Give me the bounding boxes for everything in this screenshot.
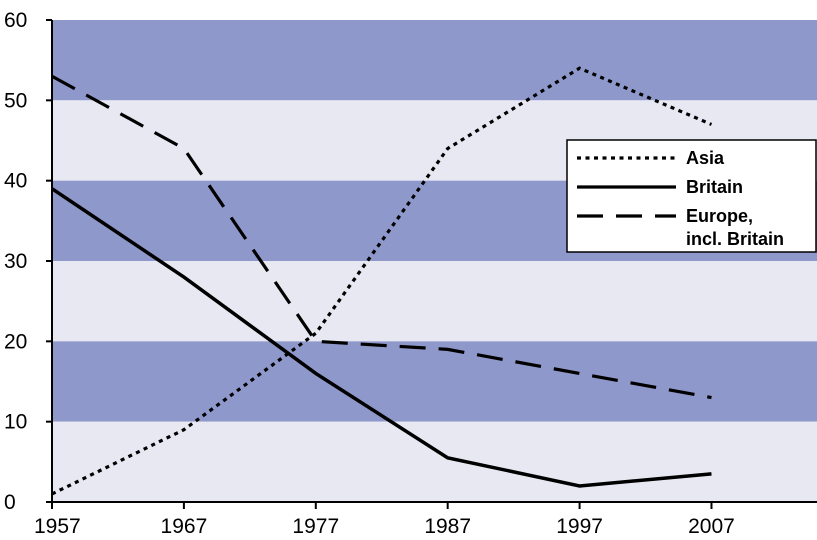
x-tick-label-1987: 1987 xyxy=(424,515,471,538)
x-tick-label-1977: 1977 xyxy=(292,515,339,538)
legend-label-dotted-0: Asia xyxy=(686,148,725,168)
background-bands xyxy=(52,20,817,502)
series-line-britain xyxy=(51,187,712,488)
x-tick-label-2007: 2007 xyxy=(688,515,735,538)
band-0-10 xyxy=(52,421,817,502)
y-tick-label-30: 30 xyxy=(4,250,27,273)
series-line-europe-incl-britain xyxy=(51,74,712,400)
legend-label-solid-0: Britain xyxy=(686,177,743,197)
legend-label-dashed-1: incl. Britain xyxy=(686,229,784,249)
legend: Asia Britain Europe, incl. Britain xyxy=(566,139,817,253)
y-tick-label-20: 20 xyxy=(4,330,27,353)
legend-box xyxy=(566,139,817,253)
legend-label-dashed-0: Europe, xyxy=(686,206,753,226)
band-20-30 xyxy=(52,261,817,342)
x-tick-label-1967: 1967 xyxy=(161,515,208,538)
band-10-20 xyxy=(52,341,817,422)
y-axis-ticks: 0 10 20 30 40 50 60 xyxy=(4,9,52,514)
y-tick-label-0: 0 xyxy=(4,491,16,514)
y-tick-label-60: 60 xyxy=(4,9,27,32)
x-tick-label-1997: 1997 xyxy=(556,515,603,538)
y-tick-label-40: 40 xyxy=(4,170,27,193)
y-tick-label-50: 50 xyxy=(4,89,27,112)
band-50-60 xyxy=(52,20,817,101)
x-tick-label-1957: 1957 xyxy=(34,515,81,538)
y-tick-label-10: 10 xyxy=(4,411,27,434)
series-line-asia xyxy=(51,66,713,496)
x-axis-ticks: 1957 1967 1977 1987 1997 2007 xyxy=(34,502,735,538)
series-lines xyxy=(51,66,713,496)
